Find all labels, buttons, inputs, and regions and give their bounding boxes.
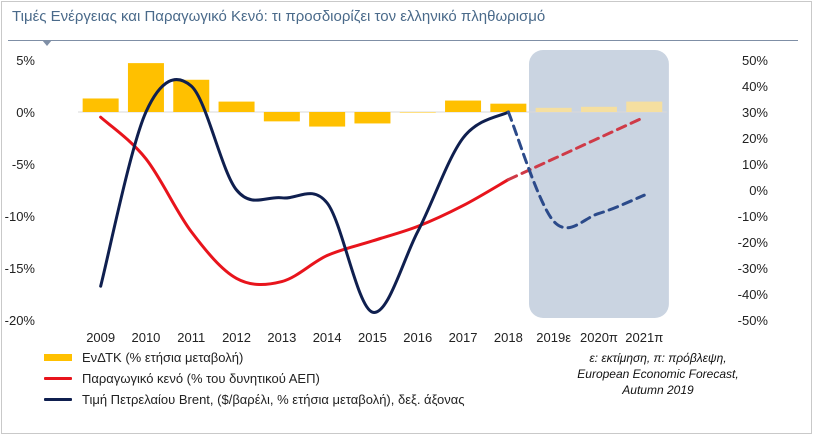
cpi-bar (309, 112, 346, 127)
left-axis-tick-label: -5% (12, 157, 36, 172)
forecast-region (529, 50, 669, 318)
legend-label-cpi: ΕνΔΤΚ (% ετήσια μεταβολή) (82, 350, 244, 365)
x-axis-tick-label: 2012 (222, 330, 251, 345)
cpi-bar (354, 112, 391, 124)
forecast-note: ε: εκτίμηση, π: πρόβλεψη, European Econo… (548, 350, 768, 398)
x-axis-tick-label: 2019ε (536, 330, 571, 345)
cpi-bar (626, 101, 663, 112)
cpi-bar (218, 101, 255, 112)
right-axis-tick-label: -30% (738, 261, 769, 276)
right-axis-tick-label: 20% (742, 131, 768, 146)
note-line-3: Autumn 2019 (622, 383, 694, 397)
right-axis-tick-label: 40% (742, 79, 768, 94)
x-axis-tick-label: 2016 (403, 330, 432, 345)
cpi-bar (399, 112, 436, 113)
left-axis-tick-label: 5% (16, 53, 35, 68)
x-axis-tick-label: 2014 (313, 330, 342, 345)
note-line-2: European Economic Forecast, (577, 367, 739, 381)
legend-swatch-brent (44, 398, 72, 401)
x-axis-tick-label: 2017 (449, 330, 478, 345)
chart-legend: ΕνΔΤΚ (% ετήσια μεταβολή) Παραγωγικό κεν… (44, 347, 465, 410)
note-line-1: ε: εκτίμηση, π: πρόβλεψη, (589, 351, 727, 365)
brent-forecast-line (506, 110, 646, 230)
cpi-bar (490, 103, 527, 112)
title-notch-marker (42, 40, 52, 46)
x-axis-tick-label: 2015 (358, 330, 387, 345)
cpi-bar (127, 63, 164, 112)
right-axis-tick-label: -20% (738, 235, 769, 250)
left-axis-tick-label: -20% (5, 313, 36, 328)
chart-title: Τιμές Ενέργειας και Παραγωγικό Κενό: τι … (12, 8, 546, 25)
cpi-bar (580, 106, 617, 112)
right-axis-tick-label: 50% (742, 53, 768, 68)
legend-swatch-cpi (44, 354, 72, 361)
x-axis-tick-label: 2018 (494, 330, 523, 345)
left-axis-tick-label: -15% (5, 261, 36, 276)
left-axis-tick-label: -10% (5, 209, 36, 224)
legend-swatch-output-gap (44, 377, 72, 380)
right-axis-tick-label: -50% (738, 313, 769, 328)
cpi-bar (535, 107, 572, 112)
right-axis-tick-label: -40% (738, 287, 769, 302)
cpi-bar (445, 100, 482, 112)
legend-label-brent: Τιμή Πετρελαίου Brent, ($/βαρέλι, % ετήσ… (82, 392, 465, 407)
left-axis-tick-label: 0% (16, 105, 35, 120)
legend-item-cpi: ΕνΔΤΚ (% ετήσια μεταβολή) (44, 347, 465, 368)
x-axis-tick-label: 2020π (580, 330, 618, 345)
brent-line (99, 78, 510, 314)
x-axis-tick-label: 2013 (267, 330, 296, 345)
x-axis-tick-label: 2009 (86, 330, 115, 345)
right-axis-tick-label: 30% (742, 105, 768, 120)
legend-label-output-gap: Παραγωγικό κενό (% του δυνητικού ΑΕΠ) (82, 371, 320, 386)
cpi-bar (82, 98, 119, 112)
cpi-bar (263, 112, 300, 122)
title-divider (8, 40, 798, 41)
x-axis-tick-label: 2021π (625, 330, 663, 345)
right-axis-tick-label: 10% (742, 157, 768, 172)
legend-item-output-gap: Παραγωγικό κενό (% του δυνητικού ΑΕΠ) (44, 368, 465, 389)
x-axis-tick-label: 2010 (131, 330, 160, 345)
right-axis-tick-label: 0% (749, 183, 768, 198)
x-axis-tick-label: 2011 (177, 330, 205, 345)
output-gap-line (99, 115, 510, 287)
legend-item-brent: Τιμή Πετρελαίου Brent, ($/βαρέλι, % ετήσ… (44, 389, 465, 410)
right-axis-tick-label: -10% (738, 209, 769, 224)
